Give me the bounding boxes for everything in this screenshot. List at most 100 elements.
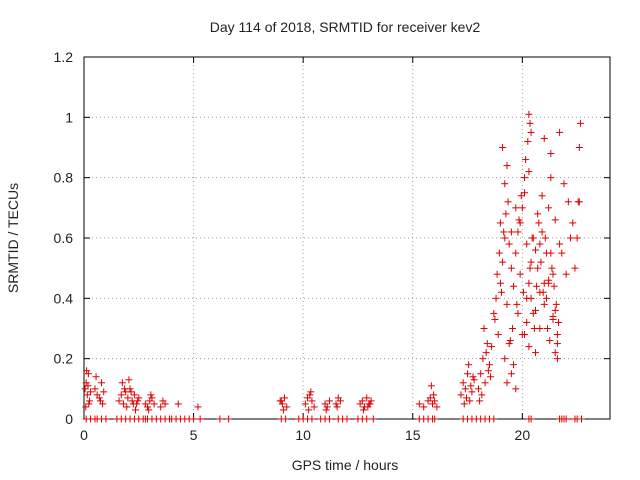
data-point xyxy=(522,156,530,164)
data-point xyxy=(496,219,504,227)
data-point xyxy=(515,216,523,224)
data-point xyxy=(551,216,559,224)
data-point xyxy=(510,361,518,369)
data-point xyxy=(83,391,91,399)
data-point xyxy=(501,355,509,363)
data-point xyxy=(135,394,143,402)
data-point xyxy=(431,415,439,423)
data-point xyxy=(556,128,564,136)
data-point xyxy=(127,388,135,396)
grid xyxy=(84,57,610,419)
data-point xyxy=(569,219,577,227)
data-point xyxy=(529,234,537,242)
data-point xyxy=(81,385,89,393)
data-point xyxy=(132,406,140,414)
data-point xyxy=(542,249,550,257)
data-point xyxy=(477,370,485,378)
data-point xyxy=(459,379,467,387)
data-point xyxy=(121,385,129,393)
y-tick-label: 0.6 xyxy=(54,230,74,246)
data-point xyxy=(85,400,93,408)
data-point xyxy=(519,288,527,296)
data-point xyxy=(465,361,473,369)
data-point xyxy=(415,400,423,408)
data-point xyxy=(503,162,511,170)
data-point xyxy=(99,400,107,408)
data-point xyxy=(308,415,316,423)
data-point xyxy=(547,174,555,182)
data-point xyxy=(552,300,560,308)
y-tick-label: 0.8 xyxy=(54,170,74,186)
data-point xyxy=(129,400,137,408)
data-point xyxy=(562,270,570,278)
data-point xyxy=(501,180,509,188)
data-point xyxy=(526,119,534,127)
data-point xyxy=(225,415,233,423)
data-point xyxy=(426,394,434,402)
data-point xyxy=(147,391,155,399)
data-point xyxy=(558,249,566,257)
data-point xyxy=(461,385,469,393)
data-point xyxy=(123,403,131,411)
data-point xyxy=(148,394,156,402)
data-point xyxy=(130,391,138,399)
data-point xyxy=(503,300,511,308)
data-point xyxy=(501,234,509,242)
data-point xyxy=(460,400,468,408)
data-point xyxy=(92,373,100,381)
data-point xyxy=(82,379,90,387)
data-point xyxy=(575,144,583,151)
x-tick-label: 10 xyxy=(295,427,311,443)
data-point xyxy=(536,240,544,248)
data-point xyxy=(161,400,169,408)
data-point xyxy=(485,361,493,369)
data-point xyxy=(521,189,529,197)
data-point xyxy=(464,370,472,378)
data-point xyxy=(157,403,165,411)
data-point xyxy=(550,282,558,290)
data-point xyxy=(527,415,535,423)
data-point xyxy=(554,318,562,326)
data-point xyxy=(462,394,470,402)
data-point xyxy=(83,367,91,375)
data-point xyxy=(556,240,564,248)
data-point xyxy=(525,343,533,351)
data-point xyxy=(194,403,202,411)
data-point xyxy=(336,397,344,405)
data-point xyxy=(536,325,544,332)
data-point xyxy=(308,397,316,405)
data-point xyxy=(310,403,318,411)
data-point xyxy=(523,318,531,326)
data-point xyxy=(540,134,548,142)
data-point xyxy=(91,385,99,393)
data-point xyxy=(525,279,533,287)
data-point xyxy=(325,415,333,423)
data-point xyxy=(502,210,510,218)
data-point xyxy=(174,400,182,408)
data-point xyxy=(531,349,539,357)
data-point xyxy=(343,415,351,423)
data-point xyxy=(124,394,132,402)
data-point xyxy=(487,373,495,381)
data-point xyxy=(457,391,465,399)
data-point xyxy=(490,415,498,423)
data-point xyxy=(525,168,533,176)
data-point xyxy=(527,128,535,136)
data-point xyxy=(363,394,371,402)
data-point xyxy=(537,258,545,266)
y-tick-label: 0.2 xyxy=(54,351,74,367)
data-point xyxy=(430,391,438,399)
data-point xyxy=(503,379,511,387)
y-tick-label: 1 xyxy=(65,109,73,125)
data-point xyxy=(499,144,507,151)
data-point xyxy=(431,397,439,405)
data-point xyxy=(521,174,529,182)
data-point xyxy=(549,270,557,278)
data-point xyxy=(531,306,539,314)
y-tick-label: 0 xyxy=(65,411,73,427)
data-point xyxy=(115,397,123,405)
data-point xyxy=(562,415,570,423)
data-point xyxy=(541,234,549,242)
data-point xyxy=(544,325,552,332)
